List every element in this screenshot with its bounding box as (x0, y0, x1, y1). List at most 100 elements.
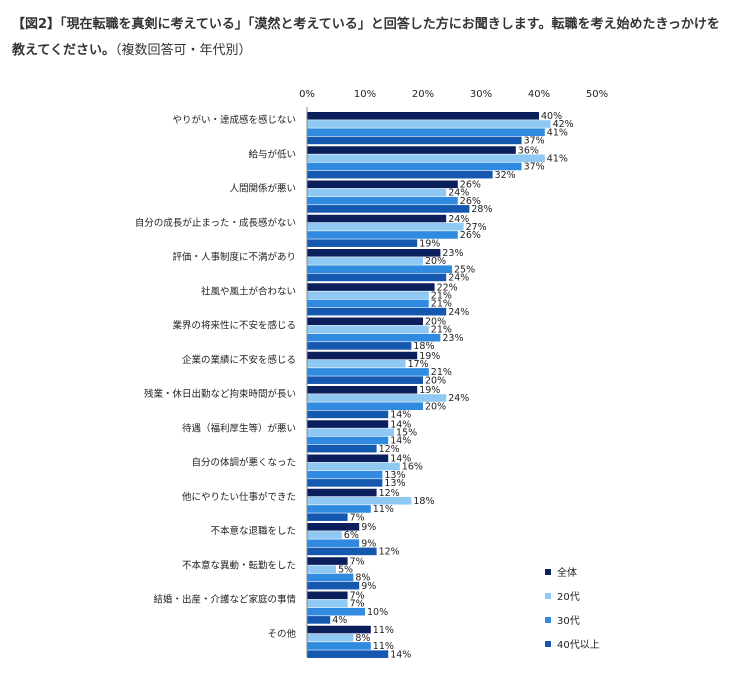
bar (307, 196, 458, 205)
data-label: 27% (466, 222, 487, 233)
data-label: 20% (425, 401, 446, 412)
data-label: 21% (431, 367, 452, 378)
bar (307, 633, 354, 642)
legend-label: 全体 (557, 566, 577, 579)
data-label: 21% (431, 299, 452, 310)
x-tick-label: 10% (354, 89, 376, 100)
chart-title-note: （複数回答可・年代別） (114, 43, 252, 58)
bar (307, 650, 389, 658)
bar (307, 505, 371, 513)
data-label: 32% (495, 170, 516, 181)
bar (307, 462, 400, 471)
bar (307, 616, 331, 624)
bar (307, 128, 545, 136)
data-label: 24% (448, 214, 469, 225)
data-label: 25% (454, 264, 475, 275)
category-label: 人間関係が悪い (229, 183, 296, 195)
bar (307, 265, 452, 273)
bar (307, 239, 418, 247)
bar (307, 376, 423, 384)
bar (307, 625, 371, 634)
data-label: 20% (425, 375, 446, 386)
bar (307, 368, 429, 376)
bar (307, 249, 441, 257)
data-label: 41% (547, 153, 568, 164)
bar (307, 283, 435, 291)
data-label: 14% (390, 436, 411, 447)
data-label: 10% (367, 607, 388, 618)
data-label: 12% (379, 488, 400, 499)
bar (307, 513, 348, 521)
bar (307, 420, 389, 428)
data-label: 37% (524, 136, 545, 147)
bar (307, 273, 447, 282)
data-label: 21% (431, 325, 452, 336)
bar (307, 325, 429, 334)
bar (307, 351, 418, 360)
category-label: 待遇（福利厚生等）が悪い (182, 422, 296, 434)
data-label: 41% (547, 127, 568, 138)
bar (307, 565, 336, 574)
bar (307, 454, 389, 463)
category-label: 業界の将来性に不安を感じる (172, 320, 296, 332)
bar (307, 436, 389, 445)
bar (307, 523, 360, 531)
data-label: 14% (390, 410, 411, 421)
x-tick-label: 30% (470, 89, 492, 100)
data-label: 13% (384, 478, 405, 489)
data-label: 14% (390, 649, 411, 660)
data-label: 7% (350, 599, 365, 610)
data-label: 19% (419, 351, 440, 362)
x-tick-label: 20% (412, 89, 434, 100)
category-label: 自分の体調が悪くなった (191, 457, 296, 469)
bar (307, 154, 545, 163)
bar (307, 444, 377, 453)
category-label: やりがい・達成感を感じない (172, 114, 296, 126)
bar (307, 573, 354, 582)
bar (307, 112, 539, 120)
bar (307, 205, 470, 213)
data-label: 9% (361, 538, 376, 549)
legend-label: 30代 (557, 615, 580, 627)
bar (307, 299, 429, 308)
bar (307, 170, 493, 179)
bar (307, 386, 418, 394)
category-label: 給与が低い (248, 148, 296, 160)
data-label: 15% (396, 427, 417, 438)
data-label: 36% (518, 145, 539, 156)
data-label: 14% (390, 454, 411, 465)
category-label: その他 (267, 628, 296, 640)
data-label: 7% (350, 512, 365, 523)
bar (307, 222, 464, 231)
data-label: 23% (442, 248, 463, 259)
data-label: 23% (442, 333, 463, 344)
bar (307, 402, 423, 410)
bar (307, 180, 458, 189)
bar (307, 231, 458, 239)
bar (307, 591, 348, 600)
bar (307, 607, 365, 616)
data-label: 16% (402, 462, 423, 473)
bar (307, 120, 551, 128)
data-label: 18% (413, 341, 434, 352)
data-label: 40% (541, 111, 562, 122)
bar (307, 394, 447, 402)
category-label: 企業の業績に不安を感じる (182, 354, 296, 366)
category-label: 自分の成長が止まった・成長感がない (135, 217, 296, 229)
x-tick-label: 50% (586, 89, 608, 100)
bar (307, 547, 377, 556)
data-label: 26% (460, 196, 481, 207)
bar (307, 359, 406, 368)
chart-title: 【図2】「現在転職を真剣に考えている」「漠然と考えている」と回答した方にお聞きし… (12, 12, 724, 64)
data-label: 24% (448, 393, 469, 404)
data-label: 4% (332, 615, 347, 626)
bar (307, 214, 447, 223)
bar (307, 479, 383, 487)
data-label: 8% (355, 573, 370, 584)
data-label: 14% (390, 419, 411, 430)
data-label: 42% (553, 119, 574, 130)
legend-swatch (545, 569, 551, 575)
chart-title-main: 【図2】「現在転職を真剣に考えている」「漠然と考えている」と回答した方にお聞きし… (12, 17, 720, 58)
bar (307, 488, 377, 497)
category-label: 結婚・出産・介護など家庭の事情 (153, 594, 296, 606)
